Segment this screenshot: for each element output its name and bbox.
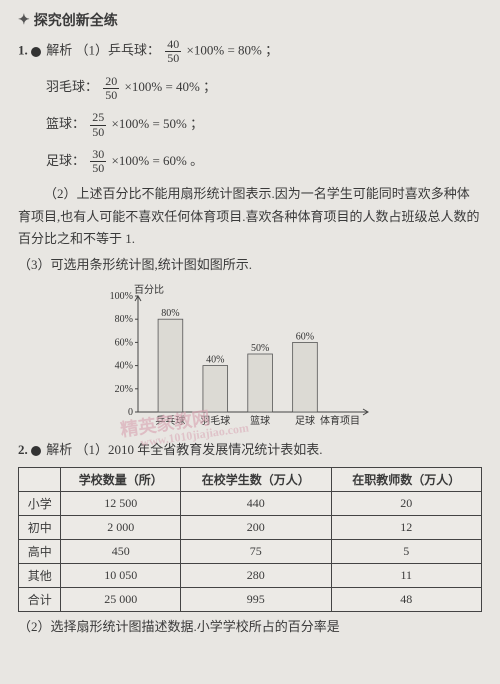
p1-part3: （3）可选用条形统计图,统计图如图所示. bbox=[18, 254, 482, 276]
times100: ×100% = bbox=[187, 43, 235, 58]
frac-den: 50 bbox=[165, 52, 181, 65]
pct-result: 50% bbox=[163, 116, 187, 131]
table-cell: 20 bbox=[331, 492, 481, 516]
svg-text:100%: 100% bbox=[110, 291, 133, 302]
table-cell: 小学 bbox=[19, 492, 61, 516]
problem-number: 1. bbox=[18, 43, 28, 58]
fraction: 25 50 bbox=[90, 111, 106, 138]
table-cell: 450 bbox=[61, 540, 181, 564]
formula-name: 羽毛球 bbox=[46, 79, 85, 94]
table-cell: 2 000 bbox=[61, 516, 181, 540]
p1-part2: （2）上述百分比不能用扇形统计图表示.因为一名学生可能同时喜欢多种体育项目,也有… bbox=[18, 183, 482, 249]
frac-num: 30 bbox=[90, 148, 106, 162]
table-row: 小学12 50044020 bbox=[19, 492, 482, 516]
svg-text:20%: 20% bbox=[115, 384, 133, 395]
bullet-icon bbox=[31, 446, 41, 456]
table-header: 在职教师数（万人） bbox=[331, 468, 481, 492]
table-cell: 440 bbox=[181, 492, 331, 516]
semi: ； bbox=[265, 43, 278, 58]
colon: ： bbox=[72, 116, 85, 131]
table-cell: 12 bbox=[331, 516, 481, 540]
label-analysis: 解析 bbox=[46, 442, 72, 457]
table-row: 初中2 00020012 bbox=[19, 516, 482, 540]
frac-num: 40 bbox=[165, 38, 181, 52]
table-cell: 合计 bbox=[19, 588, 61, 612]
table-header: 在校学生数（万人） bbox=[181, 468, 331, 492]
svg-text:体育项目: 体育项目 bbox=[320, 414, 360, 427]
svg-text:羽毛球: 羽毛球 bbox=[200, 414, 230, 427]
table-header: 学校数量（所） bbox=[61, 468, 181, 492]
period: 。 bbox=[190, 153, 203, 168]
svg-text:50%: 50% bbox=[251, 343, 269, 354]
svg-text:百分比: 百分比 bbox=[134, 284, 164, 296]
p2-part1: （1）2010 年全省教育发展情况统计表如表. bbox=[76, 442, 323, 457]
times100: ×100% = bbox=[125, 79, 173, 94]
table-cell: 25 000 bbox=[61, 588, 181, 612]
frac-num: 20 bbox=[103, 75, 119, 89]
svg-text:篮球: 篮球 bbox=[250, 414, 270, 427]
table-cell: 其他 bbox=[19, 564, 61, 588]
frac-num: 25 bbox=[90, 111, 106, 125]
table-cell: 5 bbox=[331, 540, 481, 564]
table-cell: 280 bbox=[181, 564, 331, 588]
part1-prefix: （1）乒乓球： bbox=[76, 43, 161, 58]
times100: ×100% = bbox=[112, 116, 160, 131]
fraction: 30 50 bbox=[90, 148, 106, 175]
frac-den: 50 bbox=[103, 89, 119, 102]
svg-text:80%: 80% bbox=[161, 308, 179, 319]
formula-name: 篮球 bbox=[46, 116, 72, 131]
table-cell: 高中 bbox=[19, 540, 61, 564]
colon: ： bbox=[72, 153, 85, 168]
table-cell: 初中 bbox=[19, 516, 61, 540]
svg-text:60%: 60% bbox=[296, 331, 314, 342]
table-cell: 10 050 bbox=[61, 564, 181, 588]
semi: ； bbox=[190, 116, 203, 131]
star-icon: ✦ bbox=[18, 12, 30, 29]
svg-text:60%: 60% bbox=[115, 337, 133, 348]
fraction: 40 50 bbox=[165, 38, 181, 65]
section-title: 探究创新全练 bbox=[34, 10, 118, 30]
table-row: 高中450755 bbox=[19, 540, 482, 564]
svg-text:乒乓球: 乒乓球 bbox=[155, 414, 185, 427]
p2-part2: （2）选择扇形统计图描述数据.小学学校所占的百分率是 bbox=[18, 616, 482, 638]
pct-result: 80% bbox=[238, 43, 262, 58]
problem-number: 2. bbox=[18, 442, 28, 457]
table-cell: 11 bbox=[331, 564, 481, 588]
chart-svg: 0 20% 40% 60% 80% 100%百分比 80% 乒乓球 40% 羽毛球 50% 篮球 60%… bbox=[98, 282, 378, 432]
bar-chart: 0 20% 40% 60% 80% 100%百分比 80% 乒乓球 40% 羽毛球 50% 篮球 60%… bbox=[98, 282, 378, 432]
pct-result: 40% bbox=[176, 79, 200, 94]
table-header bbox=[19, 468, 61, 492]
education-table: 学校数量（所）在校学生数（万人）在职教师数（万人）小学12 50044020初中… bbox=[18, 467, 482, 612]
colon: ： bbox=[85, 79, 98, 94]
table-cell: 200 bbox=[181, 516, 331, 540]
table-cell: 12 500 bbox=[61, 492, 181, 516]
table-row: 其他10 05028011 bbox=[19, 564, 482, 588]
svg-text:0: 0 bbox=[128, 407, 133, 418]
bullet-icon bbox=[31, 47, 41, 57]
fraction: 20 50 bbox=[103, 75, 119, 102]
frac-den: 50 bbox=[90, 162, 106, 175]
svg-text:足球: 足球 bbox=[295, 414, 315, 427]
frac-den: 50 bbox=[90, 126, 106, 139]
times100: ×100% = bbox=[112, 153, 160, 168]
svg-text:40%: 40% bbox=[206, 354, 224, 365]
table-cell: 995 bbox=[181, 588, 331, 612]
pct-result: 60% bbox=[163, 153, 187, 168]
label-analysis: 解析 bbox=[46, 43, 72, 58]
svg-text:40%: 40% bbox=[115, 360, 133, 371]
svg-text:80%: 80% bbox=[115, 314, 133, 325]
table-row: 合计25 00099548 bbox=[19, 588, 482, 612]
table-cell: 48 bbox=[331, 588, 481, 612]
table-cell: 75 bbox=[181, 540, 331, 564]
semi: ； bbox=[203, 79, 216, 94]
formula-name: 足球 bbox=[46, 153, 72, 168]
